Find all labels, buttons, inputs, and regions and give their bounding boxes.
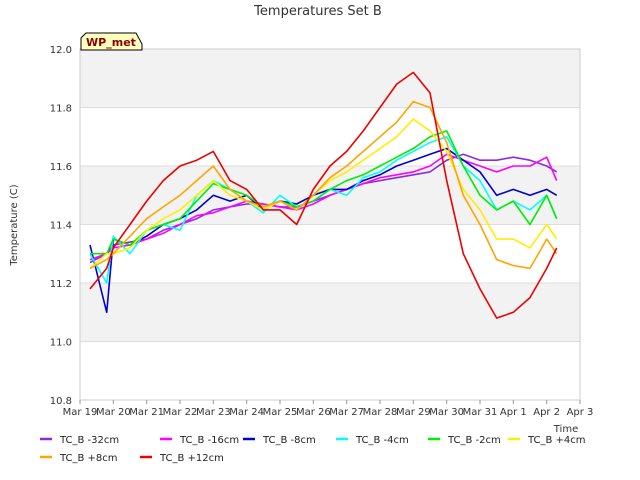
x-tick-label: Apr 3 [567, 407, 594, 418]
legend-label: TC_B -2cm [447, 435, 501, 446]
series-line [89, 153, 558, 264]
series-line [90, 130, 558, 255]
y-tick-label: 11.6 [50, 162, 72, 173]
x-tick-label: Mar 28 [363, 407, 398, 418]
x-tick-label: Mar 29 [396, 407, 431, 418]
legend-label: TC_B -4cm [355, 435, 409, 446]
wp-met-badge: WP_met [80, 32, 143, 51]
x-tick-label: Mar 19 [63, 407, 98, 418]
legend-label: TC_B +8cm [59, 453, 118, 464]
x-axis-label: Time [553, 424, 578, 435]
series-line [89, 153, 558, 261]
chart-title: Temperatures Set B [253, 4, 382, 19]
legend-label: TC_B +4cm [527, 435, 586, 446]
series-line [89, 118, 558, 270]
x-tick-label: Mar 22 [163, 407, 198, 418]
series-lines [89, 71, 558, 319]
x-tick-label: Mar 30 [429, 407, 464, 418]
x-tick-label: Apr 2 [533, 407, 560, 418]
series-line [89, 147, 558, 314]
x-tick-label: Mar 27 [329, 407, 364, 418]
y-tick-label: 12.0 [50, 45, 72, 56]
legend-label: TC_B -8cm [262, 435, 316, 446]
plot-band [80, 283, 580, 342]
y-tick-label: 11.0 [50, 338, 72, 349]
legend-label: TC_B -16cm [179, 435, 239, 446]
x-tick-label: Mar 21 [129, 407, 164, 418]
legend-label: TC_B -32cm [59, 435, 119, 446]
legend-label: TC_B +12cm [159, 453, 224, 464]
x-tick-label: Mar 31 [463, 407, 498, 418]
badge-label: WP_met [86, 36, 136, 49]
x-tick-label: Mar 26 [296, 407, 331, 418]
y-tick-label: 11.4 [50, 221, 72, 232]
x-tick-label: Mar 20 [96, 407, 131, 418]
y-tick-labels: 10.8 11.0 11.2 11.4 11.6 11.8 12.0 [50, 45, 72, 407]
x-tick-label: Mar 25 [263, 407, 298, 418]
x-tick-label: Apr 1 [500, 407, 527, 418]
plot-band [80, 49, 580, 108]
x-tick-label: Mar 24 [229, 407, 264, 418]
y-tick-label: 10.8 [50, 396, 72, 407]
x-tick-label: Mar 23 [196, 407, 231, 418]
legend: TC_B -32cm TC_B -16cm TC_B -8cm TC_B -4cm TC… [40, 435, 586, 464]
plot-frame [79, 48, 581, 401]
y-tick-label: 11.2 [50, 279, 72, 290]
series-line [89, 71, 558, 319]
y-axis-label: Temperature (C) [9, 184, 20, 266]
series-line [89, 100, 558, 270]
y-tick-label: 11.8 [50, 104, 72, 115]
